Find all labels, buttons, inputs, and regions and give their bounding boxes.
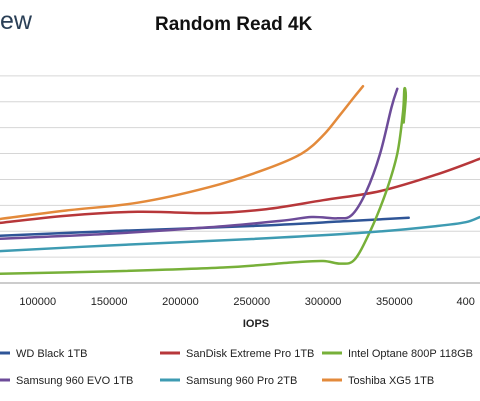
series-line-sandisk-extreme-pro-1tb <box>0 157 480 225</box>
legend-label-samsung-960-pro-2tb: Samsung 960 Pro 2TB <box>186 375 297 387</box>
chart-title: Random Read 4K <box>155 14 313 35</box>
legend-label-wd-black-1tb: WD Black 1TB <box>16 348 88 360</box>
x-tick-label: 200000 <box>162 296 199 308</box>
legend-label-samsung-960-evo-1tb: Samsung 960 EVO 1TB <box>16 375 133 387</box>
x-tick-label: 250000 <box>233 296 270 308</box>
series-line-samsung-960-evo-1tb <box>0 87 399 241</box>
x-tick-label: 350000 <box>376 296 413 308</box>
series-line-intel-optane-800p-118gb <box>0 86 408 276</box>
x-tick-label: 300000 <box>305 296 342 308</box>
brand-logo: ew <box>0 7 32 35</box>
x-axis-ticks: 100000 150000 200000 250000 300000 350000 400 <box>19 296 474 308</box>
series-line-toshiba-xg5-1tb <box>0 84 365 221</box>
series-lines <box>0 84 480 276</box>
legend-label-intel-optane-800p-118gb: Intel Optane 800P 118GB <box>348 348 473 360</box>
legend: WD Black 1TB SanDisk Extreme Pro 1TB Intel… <box>0 348 473 387</box>
legend-label-sandisk-extreme-pro-1tb: SanDisk Extreme Pro 1TB <box>186 348 314 360</box>
x-axis-label: IOPS <box>243 318 269 330</box>
x-tick-label: 400 <box>457 296 475 308</box>
x-tick-label: 100000 <box>19 296 56 308</box>
series-line-samsung-960-pro-2tb <box>0 215 480 253</box>
legend-label-toshiba-xg5-1tb: Toshiba XG5 1TB <box>348 375 434 387</box>
grid-lines <box>0 75 480 284</box>
x-tick-label: 150000 <box>91 296 128 308</box>
series-line-wd-black-1tb <box>0 216 410 237</box>
